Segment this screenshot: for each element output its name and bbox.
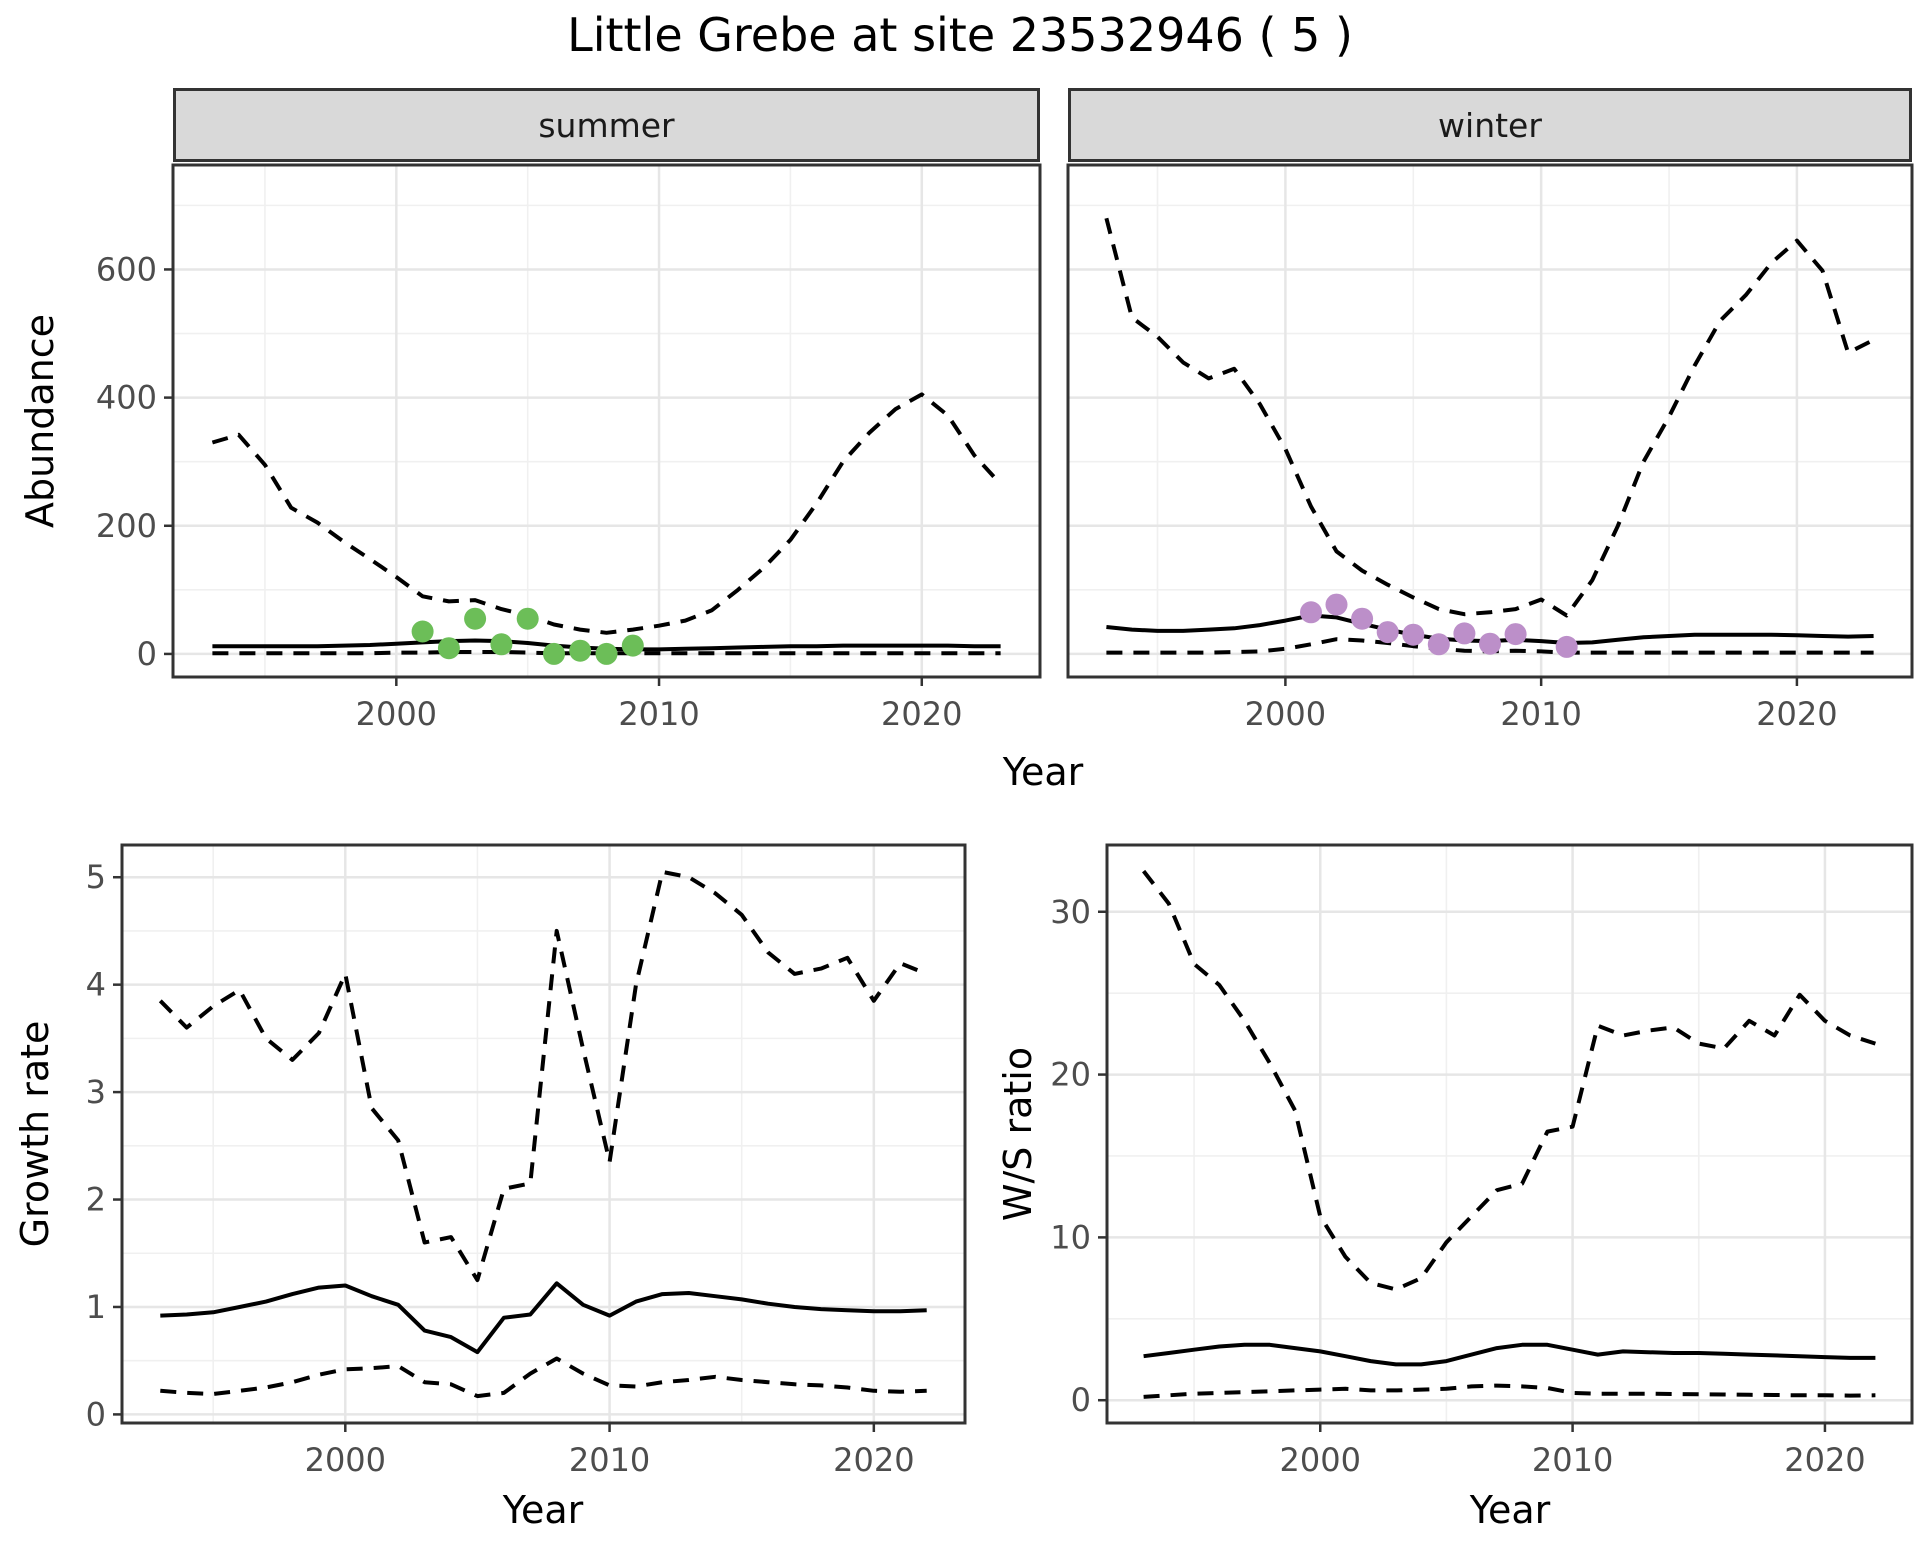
- observed_counts-point: [1351, 607, 1374, 630]
- observed_counts-point: [621, 634, 644, 657]
- panel-border: [1105, 843, 1914, 1425]
- x-tick-label: 2010: [1532, 1441, 1613, 1479]
- y-tick-label: 3: [86, 1073, 106, 1111]
- x-tick-label: 2000: [305, 1441, 386, 1479]
- panel-ws-ratio: 2000 2010 2020 0 10 20 30: [1050, 843, 1914, 1479]
- y-tick-label: 1: [86, 1288, 106, 1326]
- observed_counts-point: [464, 607, 487, 630]
- series-lower_95ci-line: [212, 650, 1001, 656]
- facet-strip-summer: summer: [173, 88, 1040, 162]
- observed_counts-point: [1300, 601, 1322, 624]
- x-axis-title-year-top: Year: [1002, 750, 1084, 794]
- observed_counts-point: [1453, 622, 1476, 645]
- x-tick-label: 2020: [1756, 695, 1837, 733]
- x-tick-label: 2020: [881, 695, 962, 733]
- series-upper_95ci-line: [1104, 217, 1875, 618]
- x-tick-label: 2020: [1784, 1441, 1865, 1479]
- page-title: Little Grebe at site 23532946 ( 5 ): [567, 8, 1353, 62]
- series-upper_95ci-line: [211, 392, 1003, 635]
- facet-strip-summer-label: summer: [538, 105, 675, 145]
- observed_counts-point: [516, 607, 539, 630]
- y-tick-label: 600: [96, 250, 157, 288]
- winter-abundance-plot: 2000 2010 2020: [1066, 163, 1914, 733]
- y-axis-title-ws-ratio: W/S ratio: [996, 1046, 1040, 1222]
- facet-strip-winter-label: winter: [1438, 105, 1542, 145]
- panel-summer-abundance: 2000 2010 2020 0 200 400 600: [96, 163, 1042, 733]
- y-tick-label: 200: [96, 507, 157, 545]
- y-axis-title-growth-rate: Growth rate: [13, 1020, 57, 1248]
- panel-background: [173, 165, 1040, 677]
- y-tick-label: 20: [1050, 1056, 1091, 1094]
- series-median-line: [160, 1281, 927, 1355]
- x-axis-title-year-growth: Year: [502, 1488, 584, 1532]
- growth-rate-plot: 2000 2010 2020 0 1 2 3 4 5: [86, 843, 967, 1479]
- observed_counts-point: [1555, 635, 1578, 658]
- observed_counts-point: [411, 620, 434, 643]
- y-axis-title-abundance: Abundance: [18, 313, 62, 529]
- facet-strip-winter: winter: [1068, 88, 1912, 162]
- panel-background: [122, 845, 965, 1423]
- panel-winter-abundance: 2000 2010 2020: [1066, 163, 1914, 733]
- panel-background: [1068, 165, 1912, 677]
- y-tick-label: 10: [1050, 1218, 1091, 1256]
- y-tick-label: 4: [86, 966, 106, 1004]
- y-tick-label: 0: [137, 635, 157, 673]
- panel-border: [1066, 163, 1914, 679]
- y-tick-label: 2: [86, 1181, 106, 1219]
- series-lower_95ci-line: [1143, 1383, 1876, 1399]
- observed_counts-point: [1376, 621, 1399, 644]
- x-tick-label: 2010: [618, 695, 699, 733]
- ws-ratio-plot: 2000 2010 2020 0 10 20 30: [1050, 843, 1914, 1479]
- observed_counts-point: [1504, 623, 1527, 646]
- x-tick-label: 2000: [1280, 1441, 1361, 1479]
- panel-border: [120, 843, 967, 1425]
- observed_counts-point: [569, 639, 592, 662]
- observed_counts-point: [437, 637, 460, 660]
- panel-border: [171, 163, 1042, 679]
- observed_counts-point: [1325, 593, 1348, 616]
- panel-growth-rate: 2000 2010 2020 0 1 2 3 4 5: [86, 843, 967, 1479]
- observed_counts-point: [1427, 633, 1450, 656]
- x-tick-label: 2020: [833, 1441, 914, 1479]
- observed_counts-point: [1479, 632, 1501, 655]
- series-upper_95ci-line: [158, 869, 928, 1283]
- observed_counts-point: [490, 633, 513, 656]
- x-tick-label: 2000: [356, 695, 437, 733]
- y-tick-label: 30: [1050, 893, 1091, 931]
- series-upper_95ci-line: [1142, 869, 1877, 1292]
- y-tick-label: 0: [86, 1395, 106, 1433]
- y-tick-label: 0: [1071, 1381, 1091, 1419]
- y-tick-label: 400: [96, 379, 157, 417]
- y-tick-label: 5: [86, 858, 106, 896]
- x-axis-title-year-ws: Year: [1469, 1488, 1551, 1532]
- panel-background: [1107, 845, 1912, 1423]
- observed_counts-point: [1402, 623, 1425, 646]
- x-tick-label: 2000: [1245, 695, 1326, 733]
- x-tick-label: 2010: [569, 1441, 650, 1479]
- x-tick-label: 2010: [1500, 695, 1581, 733]
- observed_counts-point: [543, 642, 565, 665]
- series-median-line: [1143, 1342, 1876, 1367]
- summer-abundance-plot: 2000 2010 2020 0 200 400 600: [96, 163, 1042, 733]
- observed_counts-point: [595, 642, 618, 665]
